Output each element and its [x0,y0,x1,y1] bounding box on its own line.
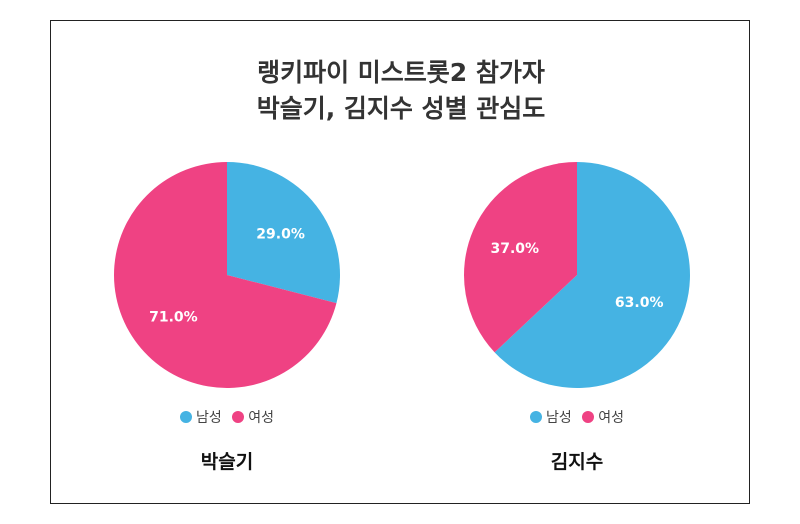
pie-slice-male [227,162,340,304]
legend-1: 남성 여성 [147,407,307,427]
legend-2: 남성 여성 [497,407,657,427]
legend-dot-female-icon [232,411,245,423]
chart-title: 랭키파이 미스트롯2 참가자 박슬기, 김지수 성별 관심도 [51,55,751,127]
legend-item-male: 남성 [530,407,572,427]
legend-label-female: 여성 [248,410,274,426]
legend-dot-female-icon [582,411,595,423]
legend-label-female: 여성 [598,410,624,426]
legend-label-male: 남성 [546,410,572,426]
chart-frame: 랭키파이 미스트롯2 참가자 박슬기, 김지수 성별 관심도 29.0% 71.0… [50,20,750,504]
chart-title-line2: 박슬기, 김지수 성별 관심도 [256,94,546,123]
data-label-female: 71.0% [149,310,198,326]
legend-label-male: 남성 [196,410,222,426]
data-label-male: 63.0% [615,295,664,311]
pie-1-name: 박슬기 [200,451,254,473]
pie-slice-male [494,162,690,389]
pie-chart-2: 63.0% 37.0% [463,162,690,389]
pie-charts: 29.0% 71.0% 63.0% 37.0% [113,162,690,389]
legend-item-female: 여성 [232,407,274,427]
legend-item-male: 남성 [180,407,222,427]
chart-title-line1: 랭키파이 미스트롯2 참가자 [257,58,545,87]
pie-2-name: 김지수 [550,451,604,473]
data-label-male: 29.0% [256,226,305,242]
legend-dot-male-icon [530,411,542,423]
legend-dot-male-icon [180,411,192,423]
pie-chart-1: 29.0% 71.0% [113,162,340,388]
legend-item-female: 여성 [582,407,624,427]
data-label-female: 37.0% [490,241,539,257]
pie-slice-female [463,162,577,353]
pie-slice-female [113,162,337,388]
